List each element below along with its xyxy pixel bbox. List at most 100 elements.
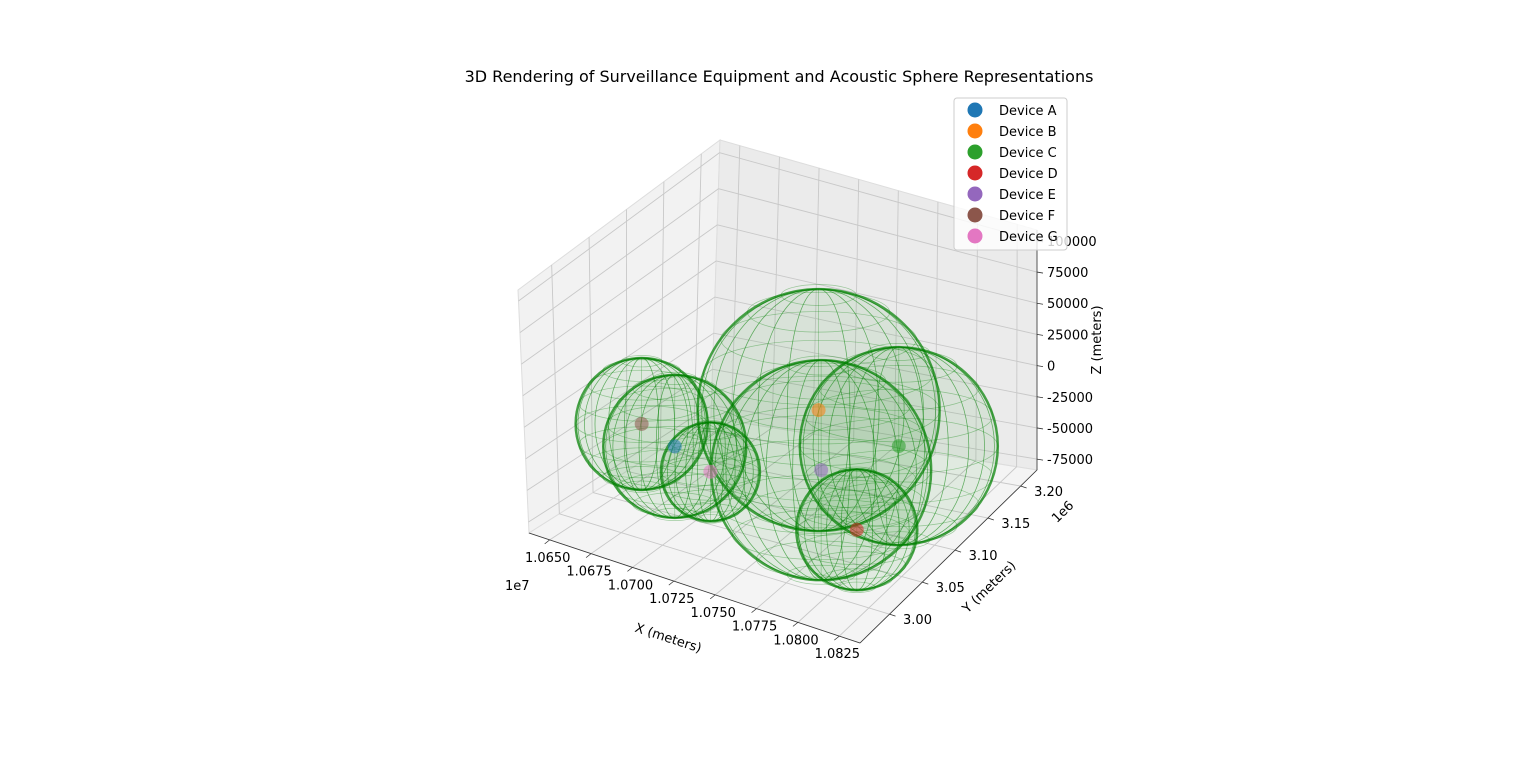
legend-marker bbox=[967, 207, 983, 223]
sphere-meridian bbox=[786, 288, 851, 532]
sphere-meridian bbox=[848, 346, 949, 546]
sphere-meridian bbox=[655, 374, 694, 519]
sphere-parallel bbox=[620, 355, 663, 368]
legend-marker bbox=[967, 144, 983, 160]
sphere-meridian bbox=[802, 346, 995, 546]
x-offset-label: 1e7 bbox=[505, 579, 530, 594]
sphere-meridian bbox=[802, 346, 995, 546]
sphere-parallel bbox=[587, 369, 696, 401]
sphere-meridian bbox=[612, 374, 738, 519]
z-tick-mark bbox=[1036, 334, 1044, 336]
sphere-parallel bbox=[747, 487, 891, 529]
sphere-meridian bbox=[732, 288, 905, 532]
sphere-meridian bbox=[605, 374, 745, 519]
z-tick-label: 0 bbox=[1047, 360, 1055, 375]
y-grid-floor bbox=[559, 513, 890, 615]
sphere-meridian bbox=[757, 288, 880, 532]
sphere-parallel bbox=[680, 503, 740, 521]
sphere-parallel bbox=[652, 507, 698, 521]
sphere-meridian bbox=[798, 468, 916, 591]
sphere-meridian bbox=[608, 357, 676, 491]
sphere-meridian bbox=[765, 359, 877, 581]
sphere-meridian bbox=[812, 346, 985, 546]
sphere-meridian bbox=[594, 357, 689, 491]
sphere-parallel bbox=[720, 311, 917, 367]
sphere-meridian bbox=[840, 468, 873, 591]
x-tick-label: 1.0725 bbox=[649, 592, 695, 607]
z-grid-back bbox=[714, 296, 1038, 367]
sphere-meridian bbox=[594, 357, 689, 491]
sphere-parallel bbox=[694, 514, 727, 524]
z-grid-left bbox=[525, 332, 714, 460]
sphere-meridian bbox=[685, 421, 736, 522]
sphere-parallel bbox=[840, 509, 958, 543]
y-offset-label: 1e6 bbox=[1049, 498, 1077, 526]
sphere-parallel bbox=[818, 365, 980, 411]
z-tick-label: 25000 bbox=[1047, 328, 1088, 343]
sphere-parallel bbox=[652, 371, 698, 385]
z-tick-label: 50000 bbox=[1047, 297, 1088, 312]
legend-marker bbox=[967, 165, 983, 181]
sphere-meridian bbox=[743, 359, 900, 581]
sphere-meridian bbox=[792, 359, 850, 581]
sphere-parallel bbox=[786, 355, 856, 376]
sphere-parallel bbox=[867, 343, 930, 361]
z-grid-left bbox=[522, 260, 717, 397]
z-tick-label: -50000 bbox=[1047, 422, 1093, 437]
x-grid-back bbox=[730, 145, 741, 422]
legend-box bbox=[953, 97, 1068, 251]
sphere-meridian bbox=[623, 374, 726, 519]
sphere-meridian bbox=[826, 468, 888, 591]
sphere-meridian bbox=[848, 346, 949, 546]
legend-marker bbox=[967, 123, 983, 139]
sphere-parallel bbox=[575, 405, 709, 443]
x-tick-mark bbox=[834, 635, 840, 641]
sphere-meridian bbox=[638, 374, 711, 519]
sphere-meridian bbox=[697, 421, 724, 522]
y-grid-left bbox=[588, 237, 594, 493]
sphere-meridian bbox=[662, 421, 759, 522]
y-grid-left bbox=[551, 264, 560, 514]
x-tick-label: 1.0750 bbox=[690, 606, 736, 621]
device-marker: Device C bbox=[891, 439, 906, 454]
y-tick-mark bbox=[954, 549, 962, 553]
sphere-parallel bbox=[807, 480, 907, 509]
x-tick-label: 1.0675 bbox=[566, 565, 612, 580]
legend-label: Device E bbox=[999, 188, 1056, 203]
z-tick-mark bbox=[1036, 271, 1044, 274]
sphere-meridian bbox=[697, 421, 724, 522]
z-grid-back bbox=[715, 260, 1038, 335]
sphere-meridian bbox=[813, 468, 900, 591]
device-markers: Device A Device B Device C Device D Device E… bbox=[634, 403, 906, 537]
x-axis-line bbox=[528, 532, 861, 644]
sphere-meridian bbox=[624, 357, 660, 491]
legend-label: Device A bbox=[999, 104, 1057, 119]
sphere-parallel bbox=[799, 418, 999, 475]
x-axis-label: X (meters) bbox=[633, 621, 703, 657]
x-tick-label: 1.0825 bbox=[815, 647, 861, 662]
legend-label: Device C bbox=[999, 146, 1057, 161]
sphere-parallel bbox=[786, 564, 856, 585]
legend-marker bbox=[967, 102, 983, 118]
sphere-parallel bbox=[602, 426, 747, 467]
sphere-meridian bbox=[701, 288, 936, 532]
sphere-parallel bbox=[694, 420, 727, 430]
sphere-meridian bbox=[872, 346, 925, 546]
sphere-meridian bbox=[826, 468, 888, 591]
sphere-meridian bbox=[612, 374, 738, 519]
sphere-meridian bbox=[743, 359, 900, 581]
z-grid-left bbox=[528, 404, 712, 523]
sphere-parallel bbox=[747, 291, 891, 333]
sphere-parallel bbox=[837, 466, 876, 478]
y-tick-label: 3.15 bbox=[1001, 517, 1030, 532]
y-axis-label: Y (meters) bbox=[959, 558, 1019, 617]
z-tick-mark bbox=[1036, 302, 1044, 305]
x-tick-mark bbox=[627, 567, 633, 572]
z-grid-back bbox=[717, 224, 1038, 304]
sphere-meridian bbox=[804, 468, 910, 591]
x-axis-ticks: 1.06501.06751.07001.07251.07501.07751.08… bbox=[525, 539, 861, 662]
legend-marker bbox=[967, 186, 983, 202]
device-marker: Device D bbox=[849, 522, 864, 537]
z-tick-mark bbox=[1036, 427, 1044, 430]
